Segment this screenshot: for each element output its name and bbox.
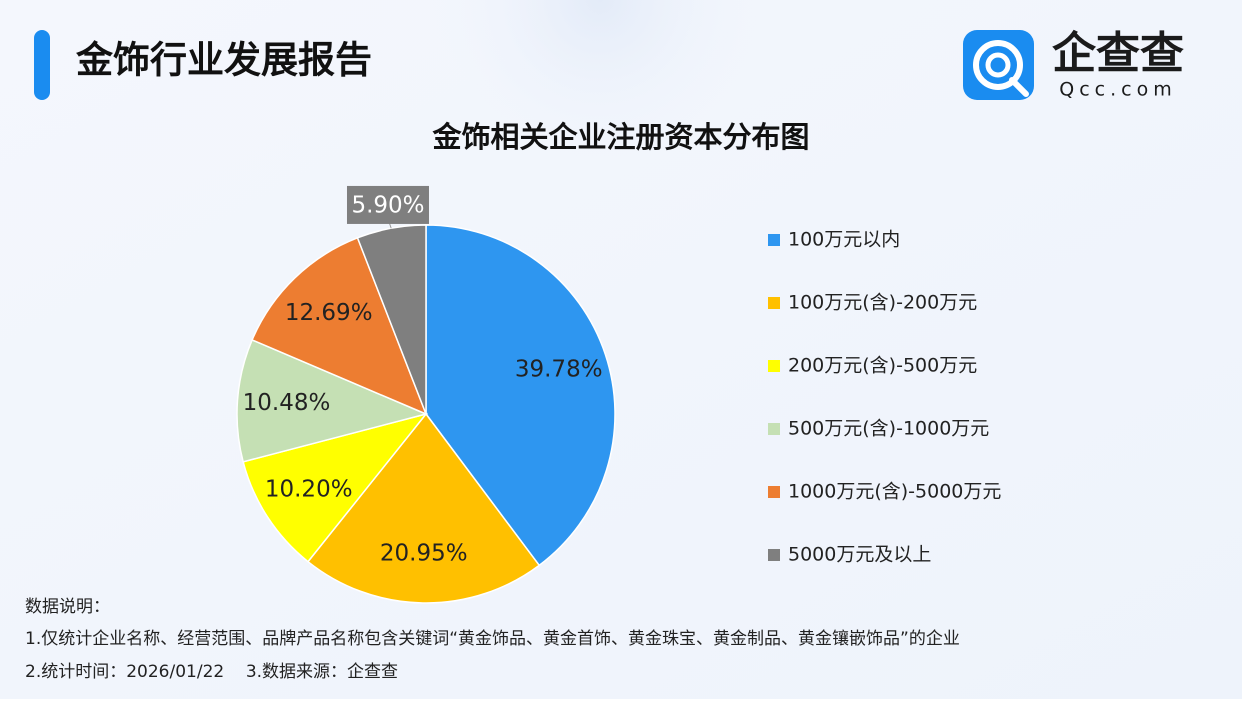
- pie-slice: [251, 236, 428, 416]
- logo-tail: [1009, 77, 1029, 97]
- data-label: 5.90%: [351, 192, 424, 218]
- logo-domain: Qcc.com: [1059, 79, 1176, 101]
- background-glow: [410, 0, 790, 190]
- data-label: 10.48%: [243, 390, 331, 416]
- legend-label: 200万元(含)-500万元: [788, 355, 977, 377]
- pie-slice: [236, 338, 429, 463]
- legend-swatch: [768, 297, 780, 309]
- pie-slice: [242, 412, 428, 563]
- data-label: 12.69%: [285, 300, 373, 326]
- legend-label: 100万元(含)-200万元: [788, 292, 977, 314]
- legend-label: 1000万元(含)-5000万元: [788, 481, 1001, 503]
- pie: 39.78% 20.95% 10.20% 10.48% 12.69% 5.90%: [236, 185, 616, 604]
- legend-label: 5000万元及以上: [788, 544, 931, 566]
- legend-swatch: [768, 549, 780, 561]
- logo-name: 企查查: [1052, 28, 1184, 79]
- data-label: 39.78%: [515, 356, 603, 382]
- chart-title: 金饰相关企业注册资本分布图: [431, 120, 809, 154]
- header-title: 金饰行业发展报告: [76, 39, 372, 82]
- notes-line: 2.统计时间：2026/01/22 3.数据来源：企查查: [25, 662, 398, 682]
- label-box: [346, 185, 429, 224]
- data-label: 10.20%: [265, 477, 353, 503]
- legend: 100万元以内 100万元(含)-200万元 200万元(含)-500万元 500万元…: [768, 229, 1001, 566]
- legend-label: 500万元(含)-1000万元: [788, 418, 989, 440]
- header-bar: [34, 30, 50, 100]
- legend-swatch: [768, 486, 780, 498]
- pie-slice: [425, 224, 616, 567]
- legend-swatch: [768, 423, 780, 435]
- legend-swatch: [768, 360, 780, 372]
- pie-slice: [306, 412, 541, 604]
- legend-label: 100万元以内: [788, 229, 900, 251]
- notes-heading: 数据说明：: [25, 597, 110, 617]
- pie-slice: [356, 224, 427, 415]
- notes-line: 1.仅统计企业名称、经营范围、品牌产品名称包含关键词“黄金饰品、黄金首饰、黄金珠…: [25, 628, 960, 649]
- data-label: 20.95%: [380, 540, 468, 566]
- logo-ring: [973, 40, 1023, 90]
- logo-ring-inner: [985, 52, 1011, 78]
- legend-swatch: [768, 234, 780, 246]
